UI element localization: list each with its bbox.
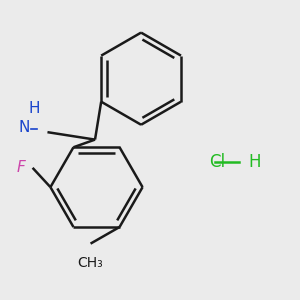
Text: H: H [248,153,261,171]
Text: CH₃: CH₃ [78,256,104,269]
Text: N: N [18,120,30,135]
Text: Cl: Cl [209,153,226,171]
Text: F: F [16,160,25,175]
Text: H: H [28,101,40,116]
